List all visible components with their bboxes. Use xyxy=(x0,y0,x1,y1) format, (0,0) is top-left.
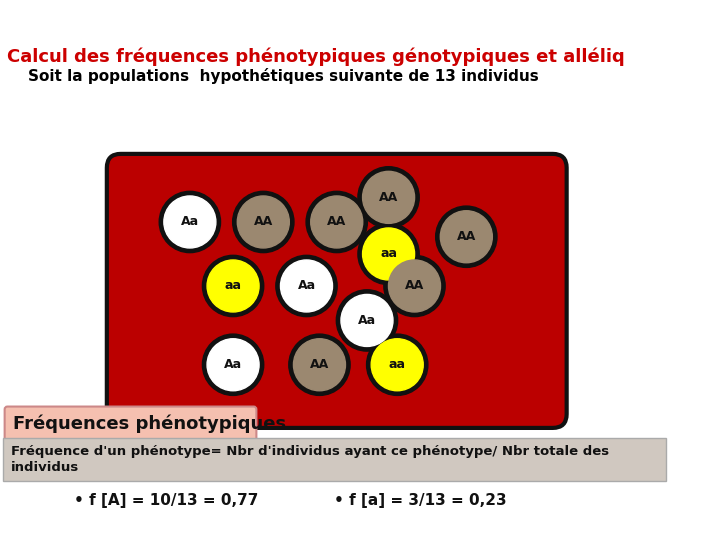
Text: AA: AA xyxy=(327,215,346,228)
Circle shape xyxy=(281,260,333,312)
Circle shape xyxy=(384,255,445,316)
FancyBboxPatch shape xyxy=(0,15,673,525)
FancyBboxPatch shape xyxy=(107,154,567,428)
Circle shape xyxy=(159,191,220,253)
Circle shape xyxy=(336,290,397,351)
FancyBboxPatch shape xyxy=(3,438,666,481)
Circle shape xyxy=(358,167,419,228)
Circle shape xyxy=(436,206,497,267)
Circle shape xyxy=(389,260,441,312)
Circle shape xyxy=(202,334,264,395)
Circle shape xyxy=(289,334,350,395)
Text: Fréquences phénotypiques: Fréquences phénotypiques xyxy=(13,415,286,434)
Text: Soit la populations  hypothétiques suivante de 13 individus: Soit la populations hypothétiques suivan… xyxy=(28,69,539,84)
Text: AA: AA xyxy=(253,215,273,228)
Circle shape xyxy=(202,255,264,316)
Circle shape xyxy=(363,171,415,224)
Text: Aa: Aa xyxy=(181,215,199,228)
Circle shape xyxy=(341,294,393,347)
Text: • f [A] = 10/13 = 0,77: • f [A] = 10/13 = 0,77 xyxy=(74,493,258,508)
Text: Fréquence d'un phénotype= Nbr d'individus ayant ce phénotype/ Nbr totale des
ind: Fréquence d'un phénotype= Nbr d'individu… xyxy=(11,445,609,474)
Text: Calcul des fréquences phénotypiques génotypiques et alléliq: Calcul des fréquences phénotypiques géno… xyxy=(7,47,625,65)
Text: AA: AA xyxy=(456,230,476,243)
Circle shape xyxy=(294,339,346,391)
Circle shape xyxy=(238,196,289,248)
Text: aa: aa xyxy=(380,247,397,260)
Circle shape xyxy=(366,334,428,395)
Circle shape xyxy=(207,260,259,312)
Text: Aa: Aa xyxy=(224,358,242,372)
Circle shape xyxy=(164,196,216,248)
Circle shape xyxy=(358,224,419,285)
Circle shape xyxy=(441,211,492,263)
Circle shape xyxy=(233,191,294,253)
Circle shape xyxy=(306,191,367,253)
Text: aa: aa xyxy=(225,280,242,293)
Circle shape xyxy=(363,228,415,280)
Text: Aa: Aa xyxy=(297,280,315,293)
Text: AA: AA xyxy=(405,280,424,293)
Circle shape xyxy=(207,339,259,391)
Circle shape xyxy=(372,339,423,391)
Text: aa: aa xyxy=(389,358,405,372)
Text: Aa: Aa xyxy=(358,314,376,327)
FancyBboxPatch shape xyxy=(4,407,256,442)
Circle shape xyxy=(311,196,363,248)
Circle shape xyxy=(276,255,337,316)
Text: AA: AA xyxy=(310,358,329,372)
Text: AA: AA xyxy=(379,191,398,204)
Text: • f [a] = 3/13 = 0,23: • f [a] = 3/13 = 0,23 xyxy=(334,493,507,508)
